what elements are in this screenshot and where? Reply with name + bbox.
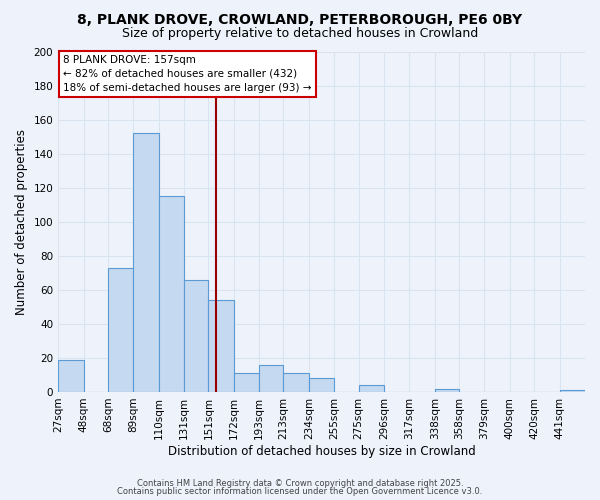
Bar — [359, 385, 384, 392]
Text: Contains public sector information licensed under the Open Government Licence v3: Contains public sector information licen… — [118, 487, 482, 496]
Bar — [58, 360, 83, 392]
Text: Contains HM Land Registry data © Crown copyright and database right 2025.: Contains HM Land Registry data © Crown c… — [137, 478, 463, 488]
Bar — [158, 196, 184, 392]
Text: 8, PLANK DROVE, CROWLAND, PETERBOROUGH, PE6 0BY: 8, PLANK DROVE, CROWLAND, PETERBOROUGH, … — [77, 12, 523, 26]
Bar — [283, 373, 309, 392]
Bar — [259, 364, 283, 392]
X-axis label: Distribution of detached houses by size in Crowland: Distribution of detached houses by size … — [168, 444, 475, 458]
Bar — [435, 388, 459, 392]
Bar — [184, 280, 208, 392]
Y-axis label: Number of detached properties: Number of detached properties — [15, 128, 28, 314]
Bar — [560, 390, 585, 392]
Bar — [133, 133, 158, 392]
Bar — [208, 300, 234, 392]
Text: 8 PLANK DROVE: 157sqm
← 82% of detached houses are smaller (432)
18% of semi-det: 8 PLANK DROVE: 157sqm ← 82% of detached … — [64, 55, 312, 93]
Bar — [234, 373, 259, 392]
Bar — [309, 378, 334, 392]
Text: Size of property relative to detached houses in Crowland: Size of property relative to detached ho… — [122, 28, 478, 40]
Bar — [108, 268, 133, 392]
